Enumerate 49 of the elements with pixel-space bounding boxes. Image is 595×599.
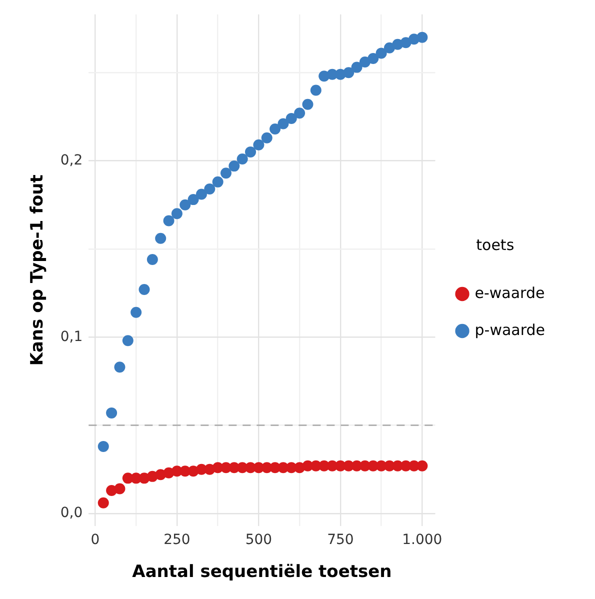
x-tick-label: 0 [90,532,100,548]
point [228,160,240,172]
point [376,48,387,59]
point [302,98,314,110]
x-tick-label: 250 [164,532,190,548]
point [212,176,224,188]
y-axis-title: Kans op Type-1 fout [28,174,48,366]
point [343,67,354,78]
point [253,139,264,150]
point [98,497,109,508]
point [220,168,232,179]
point [236,154,248,165]
point [188,194,199,206]
point [171,208,182,220]
point [416,460,428,472]
x-tick-label: 1.000 [402,532,442,548]
point [351,62,362,73]
point [114,483,126,494]
legend-label: p-waarde [474,320,546,339]
point [310,84,322,96]
point [196,188,207,200]
point [368,52,379,64]
point [138,284,150,295]
point [270,124,281,135]
y-tick-label: 0,2 [60,152,83,168]
y-tick-label: 0,1 [60,328,83,345]
x-tick-label: 500 [245,532,272,548]
point [106,407,118,418]
point [278,118,289,130]
point [146,254,158,266]
y-tick-label: 0,0 [60,505,83,522]
x-tick-label: 750 [327,532,354,548]
point [261,132,272,144]
point [122,335,134,346]
point [245,146,256,158]
point [155,232,166,244]
point [204,183,216,194]
x-axis-title: Aantal sequentiële toetsen [132,562,392,582]
legend-label: e-waarde [474,284,545,302]
point [384,42,395,54]
point [416,32,428,43]
point [286,112,297,124]
point [98,440,109,452]
point [130,306,142,318]
point [180,199,191,210]
point [294,108,306,119]
point [114,362,126,373]
point [163,215,174,226]
legend-title: toets [476,236,514,254]
